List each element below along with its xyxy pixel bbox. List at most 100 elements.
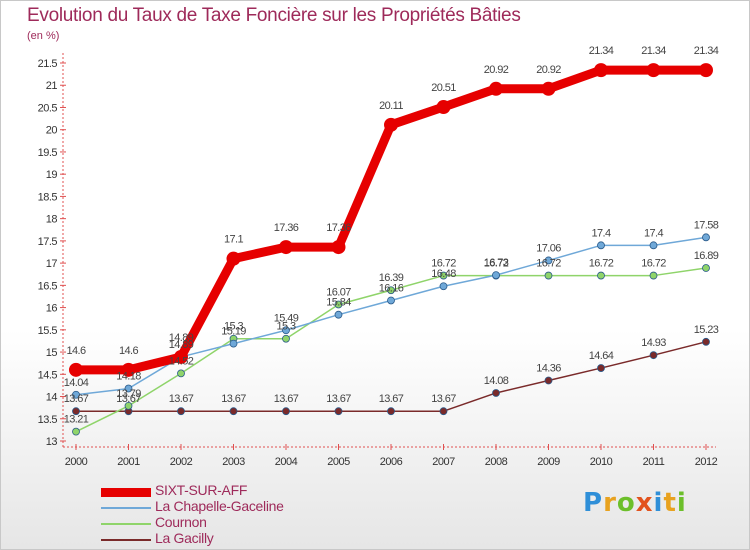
data-label: 15.3 — [224, 321, 243, 333]
data-point — [649, 351, 658, 360]
data-point — [544, 376, 553, 385]
x-tick-label: 2008 — [485, 456, 508, 468]
data-label: 21.34 — [641, 45, 666, 57]
data-label: 13.67 — [274, 393, 299, 405]
data-label: 16.72 — [484, 258, 509, 270]
y-tick-label: 21 — [46, 80, 58, 92]
data-label: 14.93 — [641, 337, 666, 349]
data-point — [436, 100, 451, 115]
legend-label: Cournon — [155, 514, 207, 530]
legend-label: La Gacilly — [155, 530, 214, 546]
data-label: 13.67 — [379, 393, 404, 405]
data-point — [702, 233, 710, 242]
data-point — [72, 390, 80, 399]
data-point — [597, 241, 605, 250]
data-point — [439, 282, 448, 291]
data-label: 16.72 — [641, 258, 666, 270]
x-tick-label: 2004 — [275, 456, 298, 468]
data-point — [384, 117, 398, 132]
logo-letter: i — [653, 488, 664, 518]
data-point — [334, 310, 343, 319]
y-tick-label: 20 — [46, 125, 58, 137]
data-point — [492, 389, 500, 397]
data-label: 15.23 — [694, 324, 719, 336]
y-tick-label: 18 — [46, 214, 58, 226]
logo-letter: t — [663, 488, 677, 518]
data-label: 14.08 — [484, 375, 509, 387]
logo-letter: o — [616, 488, 636, 518]
data-point — [489, 81, 503, 96]
data-label: 14.52 — [169, 355, 194, 367]
data-label: 21.34 — [589, 45, 614, 57]
data-point — [334, 300, 343, 309]
data-label: 14.64 — [589, 350, 614, 362]
data-label: 21.34 — [694, 45, 719, 57]
data-label: 20.51 — [431, 82, 456, 94]
data-label: 13.67 — [431, 393, 456, 405]
data-point — [544, 271, 553, 280]
data-label: 17.36 — [274, 222, 299, 234]
data-label: 13.67 — [221, 393, 246, 405]
x-tick-label: 2010 — [590, 456, 613, 468]
data-point — [121, 362, 136, 377]
data-label: 15.3 — [276, 321, 295, 333]
proxiti-logo: Proxiti — [583, 488, 687, 518]
data-label: 17.1 — [224, 234, 243, 246]
data-label: 16.72 — [431, 258, 456, 270]
data-label: 13.79 — [116, 388, 141, 400]
x-tick-label: 2011 — [643, 456, 665, 468]
data-point — [649, 271, 658, 280]
data-point — [177, 369, 185, 378]
data-label: 16.48 — [431, 268, 456, 280]
data-point — [439, 407, 448, 416]
data-label: 13.67 — [64, 393, 89, 405]
data-label: 16.07 — [326, 286, 351, 298]
data-point — [594, 63, 608, 78]
y-tick-label: 15.5 — [38, 325, 58, 337]
y-tick-label: 14 — [46, 392, 58, 404]
data-point — [597, 364, 605, 372]
x-tick-label: 2006 — [380, 456, 403, 468]
data-point — [72, 407, 80, 416]
data-point — [597, 271, 605, 280]
data-point — [279, 240, 293, 255]
legend-swatch — [101, 487, 151, 497]
x-tick-label: 2012 — [695, 456, 718, 468]
data-label: 16.39 — [379, 272, 404, 284]
data-point — [331, 240, 346, 255]
data-label: 16.72 — [589, 258, 614, 270]
data-point — [69, 362, 83, 377]
y-tick-label: 13.5 — [38, 414, 58, 426]
data-point — [387, 407, 395, 416]
data-label: 16.16 — [379, 282, 404, 294]
data-label: 14.04 — [64, 377, 89, 389]
logo-letter: i — [676, 488, 687, 518]
logo-letter: x — [635, 488, 654, 518]
y-tick-label: 17 — [46, 258, 58, 270]
data-point — [646, 63, 661, 78]
y-tick-label: 16 — [46, 303, 58, 315]
data-label: 16.89 — [694, 250, 719, 262]
data-label: 17.4 — [644, 227, 663, 239]
y-tick-label: 13 — [46, 436, 58, 448]
data-label: 16.73 — [484, 257, 509, 269]
x-tick-label: 2002 — [170, 456, 193, 468]
x-tick-label: 2007 — [432, 456, 455, 468]
data-label: 13.21 — [64, 414, 89, 426]
x-tick-label: 2009 — [537, 456, 560, 468]
y-tick-label: 19 — [46, 169, 58, 181]
data-label: 17.4 — [591, 227, 610, 239]
data-label: 17.06 — [536, 242, 561, 254]
data-label: 14.89 — [169, 332, 194, 344]
x-tick-label: 2003 — [222, 456, 245, 468]
data-point — [439, 271, 448, 280]
data-point — [702, 264, 710, 272]
data-label: 14.18 — [116, 371, 141, 383]
x-tick-label: 2001 — [117, 456, 140, 468]
data-label: 17.36 — [326, 222, 351, 234]
data-label: 15.49 — [274, 312, 299, 324]
data-point — [229, 339, 238, 348]
data-point — [177, 407, 185, 416]
